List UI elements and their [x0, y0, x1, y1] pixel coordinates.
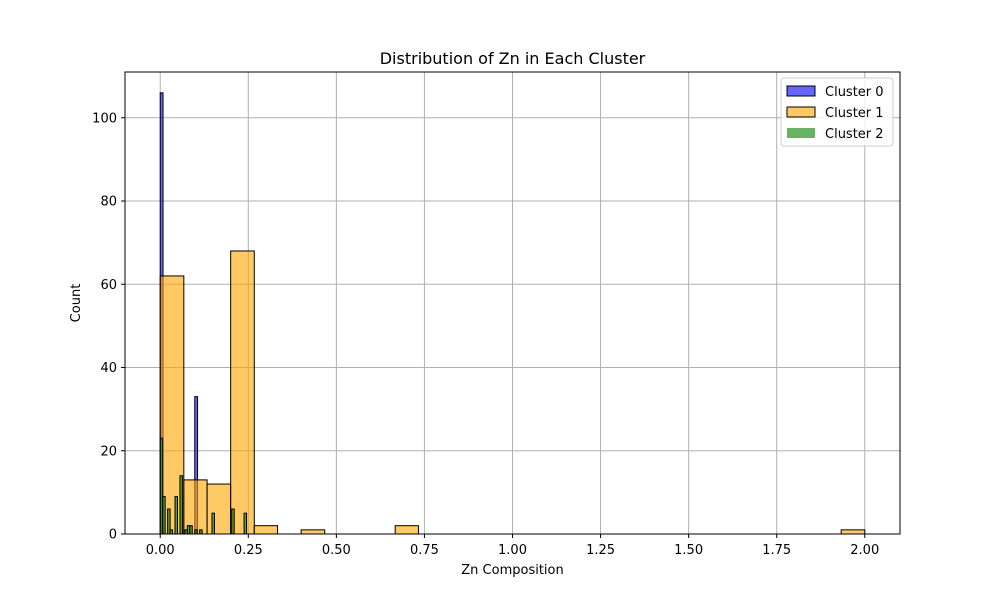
bar-cluster-1-bin-3 — [230, 250, 255, 535]
y-tick-label: 40 — [100, 361, 117, 376]
y-tick-label: 20 — [100, 444, 117, 459]
bar-cluster-2-bin-9 — [194, 529, 198, 535]
y-tick-label: 100 — [92, 111, 117, 126]
bar-cluster-2-bin-13 — [243, 512, 248, 535]
axis-ticks: 0.00 0.25 0.50 0.75 1.00 1.25 1.50 1.75 2.00 0 20 4… — [92, 111, 879, 558]
legend-label-cluster-1: Cluster 1 — [825, 106, 884, 121]
x-tick-label: 1.00 — [498, 543, 527, 558]
x-tick-label: 1.25 — [586, 543, 615, 558]
bar-cluster-2-bin-10 — [199, 529, 203, 535]
y-tick-label: 0 — [109, 528, 117, 543]
x-tick-label: 1.75 — [762, 543, 791, 558]
bar-cluster-1-bin-5 — [300, 529, 326, 535]
x-tick-label: 0.75 — [410, 543, 439, 558]
legend-swatch-cluster-2 — [787, 128, 815, 138]
series-cluster-1 — [159, 250, 866, 535]
chart-title: Distribution of Zn in Each Cluster — [380, 49, 646, 68]
legend-swatch-cluster-1 — [786, 106, 816, 118]
bar-cluster-2-bin-1 — [162, 496, 166, 535]
bar-cluster-2-bin-11 — [211, 512, 215, 535]
bar-cluster-1-bin-7 — [840, 529, 866, 535]
x-axis-label: Zn Composition — [461, 563, 563, 578]
y-axis-label: Count — [69, 284, 84, 323]
legend-label-cluster-0: Cluster 0 — [825, 85, 884, 100]
x-tick-label: 2.00 — [850, 543, 879, 558]
bar-cluster-1-bin-2 — [206, 483, 232, 535]
y-tick-label: 80 — [100, 195, 117, 210]
bars — [159, 92, 866, 535]
y-tick-label: 60 — [100, 278, 117, 293]
legend: Cluster 0 Cluster 1 Cluster 2 — [780, 77, 894, 147]
x-tick-label: 1.50 — [674, 543, 703, 558]
bar-cluster-1-bin-4 — [253, 525, 279, 535]
x-tick-label: 0.25 — [234, 543, 263, 558]
bar-cluster-2-bin-5 — [179, 475, 183, 535]
legend-swatch-cluster-0 — [786, 85, 816, 97]
x-tick-label: 0.50 — [322, 543, 351, 558]
bar-cluster-2-bin-12 — [231, 508, 235, 535]
legend-label-cluster-2: Cluster 2 — [825, 127, 884, 142]
bar-cluster-2-bin-3 — [169, 529, 174, 535]
x-tick-label: 0.00 — [146, 543, 175, 558]
bar-cluster-2-bin-8 — [189, 525, 193, 535]
bar-cluster-2-bin-4 — [174, 496, 178, 535]
bar-cluster-1-bin-6 — [394, 525, 419, 535]
